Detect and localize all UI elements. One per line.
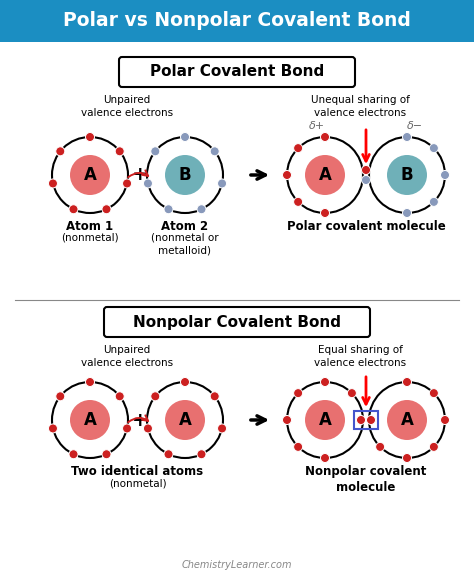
Circle shape [362,165,371,175]
Circle shape [70,400,110,440]
Text: Unpaired
valence electrons: Unpaired valence electrons [81,345,173,368]
Text: Unpaired
valence electrons: Unpaired valence electrons [81,95,173,118]
Circle shape [48,179,57,188]
Text: Atom 2: Atom 2 [162,220,209,233]
FancyBboxPatch shape [104,307,370,337]
Circle shape [320,454,329,462]
Text: A: A [179,411,191,429]
FancyArrowPatch shape [128,416,148,423]
Text: δ+: δ+ [309,121,325,131]
Circle shape [70,155,110,195]
Text: Polar covalent molecule: Polar covalent molecule [287,220,446,233]
Text: (nonmetal): (nonmetal) [109,478,166,488]
Circle shape [293,143,302,153]
Text: A: A [83,166,96,184]
Circle shape [387,155,427,195]
Circle shape [210,147,219,156]
Text: A: A [83,411,96,429]
Circle shape [218,179,227,188]
Circle shape [293,442,302,451]
Circle shape [366,416,375,424]
Circle shape [387,400,427,440]
Text: B: B [179,166,191,184]
Circle shape [102,205,111,214]
Circle shape [218,424,227,433]
Circle shape [347,388,356,398]
Circle shape [283,171,292,180]
Bar [354,411,378,429]
Text: +: + [132,165,148,184]
Circle shape [164,450,173,459]
Text: Nonpolar covalent
molecule: Nonpolar covalent molecule [305,465,427,494]
Circle shape [375,442,384,451]
Circle shape [115,147,124,156]
Text: B: B [401,166,413,184]
Circle shape [210,392,219,401]
Text: +: + [132,410,148,429]
Circle shape [151,147,160,156]
Text: δ−: δ− [407,121,423,131]
Circle shape [69,205,78,214]
Circle shape [85,377,94,387]
Circle shape [440,171,449,180]
Circle shape [293,388,302,398]
Circle shape [56,392,65,401]
FancyArrowPatch shape [128,171,148,177]
Text: Nonpolar Covalent Bond: Nonpolar Covalent Bond [133,314,341,329]
Circle shape [305,400,345,440]
Circle shape [181,132,190,142]
Text: A: A [319,411,331,429]
Circle shape [165,155,205,195]
Circle shape [123,179,132,188]
Circle shape [48,424,57,433]
Text: Unequal sharing of
valence electrons: Unequal sharing of valence electrons [310,95,410,118]
Circle shape [144,179,153,188]
Circle shape [102,450,111,459]
Text: Atom 1: Atom 1 [66,220,114,233]
Circle shape [144,424,153,433]
FancyBboxPatch shape [119,57,355,87]
Text: Two identical atoms: Two identical atoms [72,465,203,478]
Circle shape [402,209,411,217]
Circle shape [356,416,365,424]
Circle shape [181,377,190,387]
Text: (nonmetal or
metalloid): (nonmetal or metalloid) [151,233,219,255]
Circle shape [429,442,438,451]
Circle shape [115,392,124,401]
Circle shape [283,416,292,424]
Circle shape [197,450,206,459]
Bar [0,0,474,42]
Circle shape [305,155,345,195]
Circle shape [402,377,411,387]
Circle shape [440,416,449,424]
Circle shape [165,400,205,440]
Circle shape [320,377,329,387]
Circle shape [164,205,173,214]
Circle shape [151,392,160,401]
Circle shape [293,197,302,206]
Text: Polar vs Nonpolar Covalent Bond: Polar vs Nonpolar Covalent Bond [63,12,411,31]
Text: Equal sharing of
valence electrons: Equal sharing of valence electrons [314,345,406,368]
Circle shape [402,454,411,462]
Circle shape [429,388,438,398]
Circle shape [85,132,94,142]
Circle shape [123,424,132,433]
Circle shape [402,132,411,142]
Circle shape [362,176,371,184]
Circle shape [429,197,438,206]
Text: (nonmetal): (nonmetal) [61,233,119,243]
Text: Polar Covalent Bond: Polar Covalent Bond [150,65,324,80]
Text: A: A [401,411,413,429]
Circle shape [429,143,438,153]
Text: A: A [319,166,331,184]
Circle shape [320,132,329,142]
Circle shape [56,147,65,156]
Circle shape [320,209,329,217]
Circle shape [69,450,78,459]
Circle shape [197,205,206,214]
Text: ChemistryLearner.com: ChemistryLearner.com [182,560,292,570]
